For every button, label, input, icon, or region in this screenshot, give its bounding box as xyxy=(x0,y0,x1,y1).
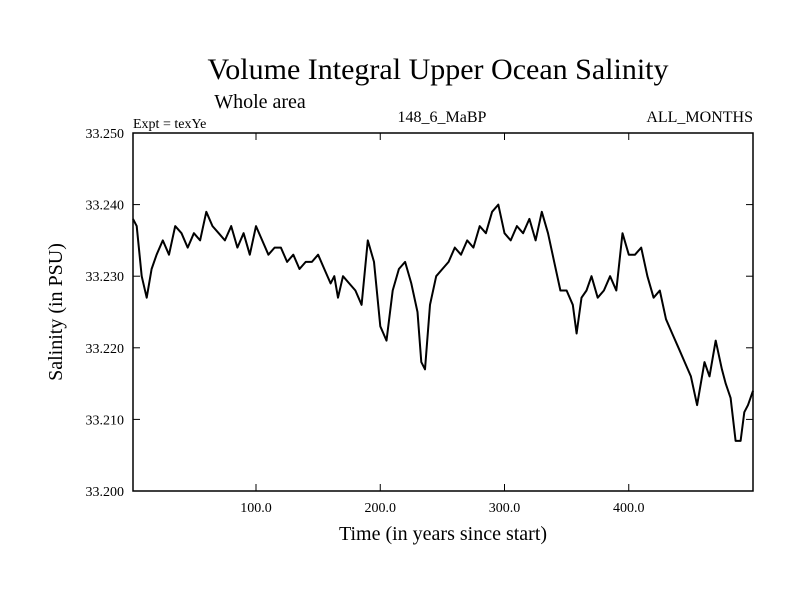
months-label: ALL_MONTHS xyxy=(646,109,753,126)
salinity-series-line xyxy=(132,203,754,442)
x-tick-label: 200.0 xyxy=(365,501,397,516)
x-tick-label: 300.0 xyxy=(489,501,521,516)
x-tick-label: 400.0 xyxy=(613,501,645,516)
y-tick-label: 33.200 xyxy=(86,485,125,500)
y-axis-label: Salinity (in PSU) xyxy=(45,243,67,381)
y-tick-label: 33.230 xyxy=(86,270,125,285)
x-axis: 100.0 200.0 300.0 400.0 xyxy=(240,133,645,516)
run-id-label: 148_6_MaBP xyxy=(398,109,487,126)
y-axis: 33.200 33.210 33.220 33.230 33.240 33.250 xyxy=(86,127,753,500)
x-axis-label: Time (in years since start) xyxy=(339,523,547,545)
y-tick-label: 33.250 xyxy=(86,127,125,142)
x-tick-label: 100.0 xyxy=(240,501,272,516)
experiment-label: Expt = texYe xyxy=(133,117,206,132)
plot-frame xyxy=(132,132,754,492)
chart-subtitle: Whole area xyxy=(214,91,306,113)
y-tick-label: 33.210 xyxy=(86,413,125,428)
y-tick-label: 33.240 xyxy=(86,199,125,214)
y-tick-label: 33.220 xyxy=(86,342,125,357)
series-layer xyxy=(132,203,754,442)
chart-title: Volume Integral Upper Ocean Salinity xyxy=(208,53,669,86)
